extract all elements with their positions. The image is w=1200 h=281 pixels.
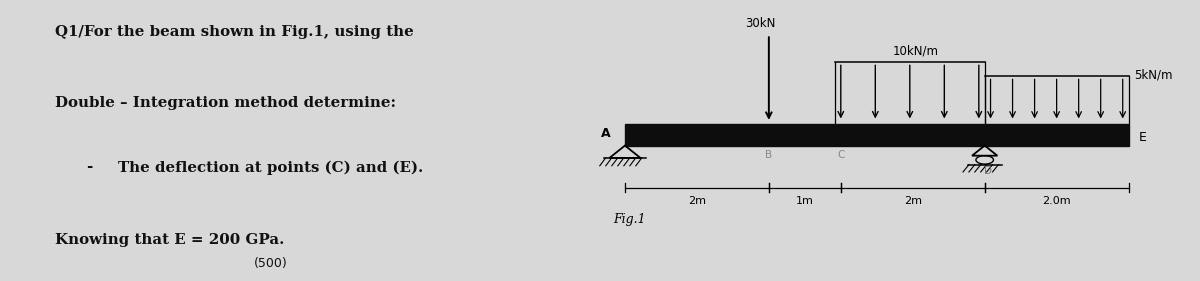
Text: 2.0m: 2.0m <box>1043 196 1070 206</box>
Text: Fig.1: Fig.1 <box>613 213 646 226</box>
Text: D: D <box>984 166 991 176</box>
Text: 10kN/m: 10kN/m <box>893 44 938 57</box>
Text: -: - <box>86 160 92 174</box>
Text: (500): (500) <box>254 257 288 270</box>
Text: 5kN/m: 5kN/m <box>1134 69 1172 81</box>
Text: 2m: 2m <box>904 196 922 206</box>
Text: A: A <box>601 127 611 140</box>
Text: Double – Integration method determine:: Double – Integration method determine: <box>55 96 396 110</box>
Text: E: E <box>1139 131 1147 144</box>
Text: Q1/For the beam shown in Fig.1, using the: Q1/For the beam shown in Fig.1, using th… <box>55 25 414 39</box>
Text: The deflection at points (C) and (E).: The deflection at points (C) and (E). <box>118 160 424 175</box>
Bar <box>625 124 1128 146</box>
Text: C: C <box>838 150 845 160</box>
Text: B: B <box>766 150 773 160</box>
Text: Knowing that E = 200 GPa.: Knowing that E = 200 GPa. <box>55 233 284 247</box>
Text: 1m: 1m <box>796 196 814 206</box>
Text: 30kN: 30kN <box>745 17 775 30</box>
Text: 2m: 2m <box>688 196 706 206</box>
